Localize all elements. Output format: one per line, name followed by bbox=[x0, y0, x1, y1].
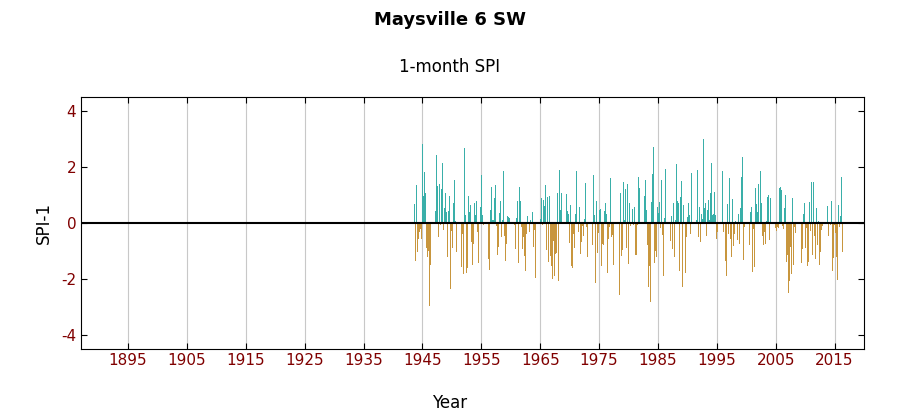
Text: Year: Year bbox=[432, 394, 468, 412]
Text: Maysville 6 SW: Maysville 6 SW bbox=[374, 11, 526, 29]
Text: 1-month SPI: 1-month SPI bbox=[400, 58, 500, 76]
Y-axis label: SPI-1: SPI-1 bbox=[35, 202, 53, 244]
